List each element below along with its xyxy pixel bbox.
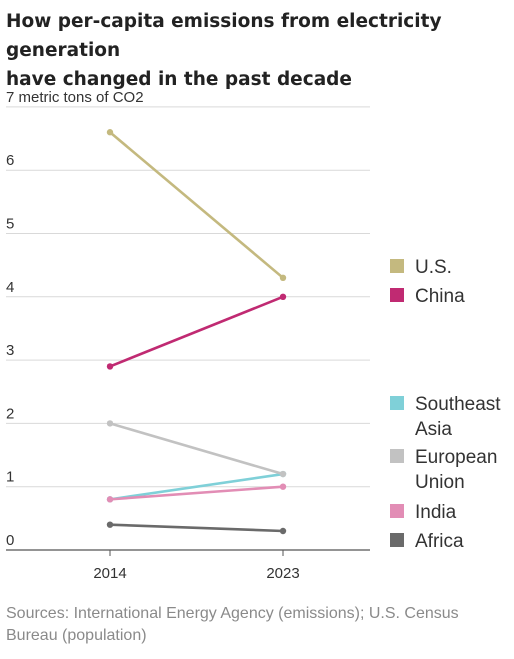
series-line xyxy=(109,485,284,501)
legend-label: India xyxy=(415,502,457,523)
legend: U.S. China Southeast Asia European Union India… xyxy=(390,257,501,552)
legend-label: European xyxy=(415,447,497,468)
legend-item: Southeast Asia xyxy=(390,394,501,440)
legend-swatch xyxy=(390,449,404,463)
legend-label: Southeast xyxy=(415,394,501,415)
x-tick-label: 2023 xyxy=(266,565,299,582)
axes: 7 metric tons of CO2 6 5 4 3 2 1 0 2014 2023 xyxy=(6,89,370,582)
y-tick-label: 3 xyxy=(6,342,14,359)
legend-swatch xyxy=(390,396,404,410)
series-lines xyxy=(106,129,287,535)
legend-swatch xyxy=(390,288,404,302)
chart-title: How per-capita emissions from electricit… xyxy=(6,7,511,94)
data-point xyxy=(106,496,114,503)
y-tick-label: 5 xyxy=(6,216,14,233)
series-line xyxy=(109,295,284,368)
legend-label: Asia xyxy=(415,419,452,440)
legend-swatch xyxy=(390,259,404,273)
y-tick-label: 0 xyxy=(6,532,14,549)
series-line xyxy=(109,472,284,501)
legend-label: U.S. xyxy=(415,257,452,278)
legend-label: China xyxy=(415,286,465,307)
data-point xyxy=(279,483,287,490)
data-point xyxy=(106,129,114,136)
legend-item: U.S. xyxy=(390,257,452,278)
data-point xyxy=(279,274,287,282)
legend-label: Africa xyxy=(415,531,464,552)
x-tick-label: 2014 xyxy=(93,565,126,582)
data-point xyxy=(106,363,114,370)
legend-item: China xyxy=(390,286,465,307)
y-tick-label: 6 xyxy=(6,152,14,169)
legend-swatch xyxy=(390,533,404,547)
series-line xyxy=(109,523,284,533)
data-point xyxy=(106,420,114,427)
chart-title-line-2: have changed in the past decade xyxy=(6,69,352,90)
data-point xyxy=(279,470,287,478)
series-line xyxy=(109,422,284,476)
gridlines xyxy=(6,106,370,488)
chart-title-line-1: How per-capita emissions from electricit… xyxy=(6,11,442,61)
series-line xyxy=(109,131,284,279)
data-point xyxy=(279,293,287,300)
data-point xyxy=(106,521,114,528)
y-tick-label: 1 xyxy=(6,469,14,486)
y-tick-label: 4 xyxy=(6,279,14,296)
data-point xyxy=(279,527,287,535)
y-tick-label: 2 xyxy=(6,405,14,422)
legend-item: European Union xyxy=(390,447,497,493)
legend-label: Union xyxy=(415,472,465,493)
source-note: Sources: International Energy Agency (em… xyxy=(6,603,511,647)
legend-item: India xyxy=(390,502,457,523)
source-note-line-1: Sources: International Energy Agency (em… xyxy=(6,605,459,622)
legend-item: Africa xyxy=(390,531,464,552)
y-tick-label: 7 metric tons of CO2 xyxy=(6,89,144,106)
source-note-line-2: Bureau (population) xyxy=(6,627,147,644)
legend-swatch xyxy=(390,504,404,518)
